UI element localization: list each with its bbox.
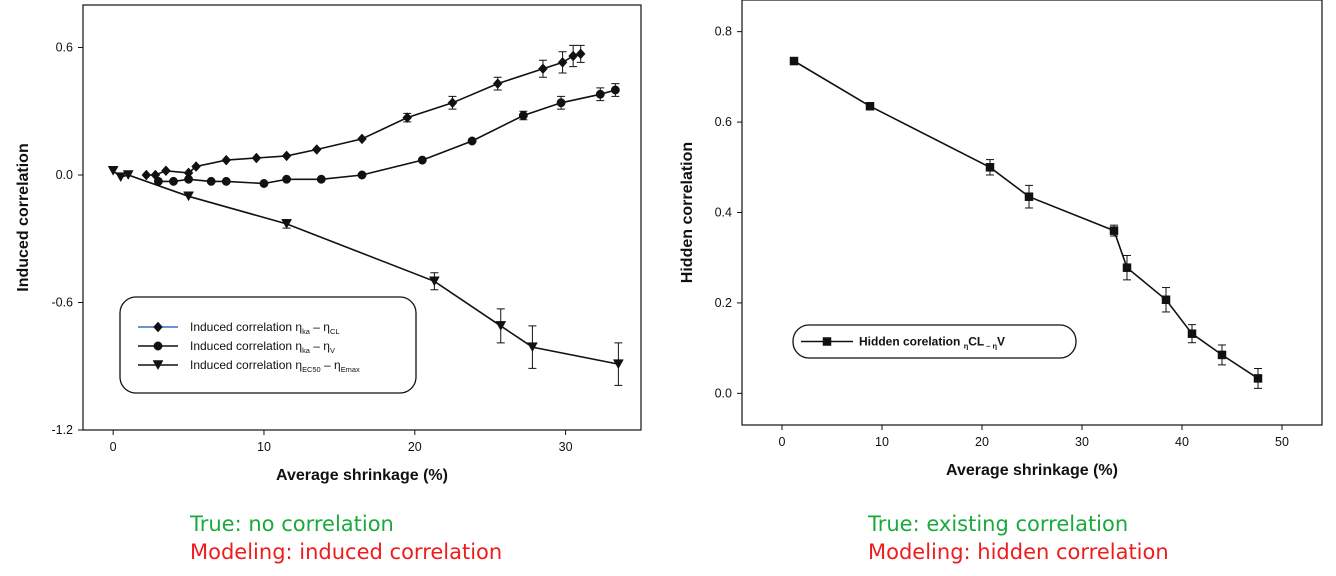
data-point xyxy=(538,63,548,75)
legend-marker xyxy=(822,337,832,346)
data-point xyxy=(169,176,178,186)
data-point xyxy=(115,172,127,183)
data-point xyxy=(357,170,367,180)
data-point xyxy=(610,85,620,95)
y-tick-label: -0.6 xyxy=(51,296,73,310)
data-point xyxy=(141,169,152,181)
x-tick-label: 20 xyxy=(408,440,422,454)
data-point xyxy=(1187,329,1197,338)
data-point xyxy=(595,89,605,99)
data-point xyxy=(107,166,119,176)
y-tick-label: 0.2 xyxy=(715,296,732,310)
legend: Hidden corelation ηCL – ηV xyxy=(792,324,1077,359)
x-tick-label: 20 xyxy=(975,435,989,449)
y-tick-label: 0.0 xyxy=(715,386,732,400)
x-tick-label: 40 xyxy=(1175,435,1189,449)
data-point xyxy=(556,98,566,108)
legend: Induced correlation ηka – ηCL Induced cor… xyxy=(119,296,417,394)
data-point xyxy=(161,165,171,177)
data-point xyxy=(357,133,367,145)
legend-label: Induced correlation ηka – ηV xyxy=(190,339,335,355)
legend-marker xyxy=(152,360,164,371)
series-line xyxy=(146,53,581,176)
y-axis-label: Hidden correlation xyxy=(679,142,696,283)
data-point xyxy=(428,276,440,287)
data-point xyxy=(221,154,232,166)
y-tick-label: 0.6 xyxy=(715,115,732,129)
caption-left-modeling: Modeling: induced correlation xyxy=(190,540,503,564)
data-point xyxy=(467,136,477,146)
data-point xyxy=(1217,350,1227,360)
x-tick-label: 10 xyxy=(257,440,271,454)
x-tick-label: 30 xyxy=(559,440,573,454)
data-point xyxy=(557,57,568,68)
data-point xyxy=(1024,192,1034,201)
data-point xyxy=(206,176,216,186)
chart-hidden-correlation: 0.0 0.2 0.4 0.6 0.8 0 10 20 30 40 50 Average shrink… xyxy=(679,0,1323,479)
data-point xyxy=(402,112,413,123)
y-tick-label: 0.6 xyxy=(56,41,73,55)
legend-box xyxy=(119,296,417,394)
data-point xyxy=(1161,295,1171,305)
legend-label: Induced correlation ηka – ηCL xyxy=(190,320,339,336)
legend-box xyxy=(792,324,1077,359)
data-point xyxy=(575,48,586,60)
data-point xyxy=(281,150,292,162)
data-point xyxy=(492,78,503,89)
x-tick-label: 50 xyxy=(1275,435,1289,449)
data-point xyxy=(282,174,292,184)
x-axis-label: Average shrinkage (%) xyxy=(946,462,1118,479)
data-point xyxy=(1109,226,1119,235)
caption-right-modeling: Modeling: hidden correlation xyxy=(868,540,1169,564)
data-point xyxy=(184,174,194,184)
data-point xyxy=(191,161,201,172)
legend-marker xyxy=(153,321,163,333)
data-point xyxy=(281,219,293,229)
x-tick-label: 30 xyxy=(1075,435,1089,449)
data-point xyxy=(447,97,458,109)
data-point xyxy=(568,50,578,62)
data-point xyxy=(259,179,269,188)
data-point xyxy=(251,152,262,164)
x-axis-label: Average shrinkage (%) xyxy=(276,467,448,484)
series-2 xyxy=(153,83,620,188)
y-axis-label: Induced correlation xyxy=(15,143,32,291)
legend-marker xyxy=(153,341,163,351)
series-1 xyxy=(141,44,586,181)
legend-label: Induced correlation ηEC50 – ηEmax xyxy=(190,358,360,374)
x-tick-label: 10 xyxy=(875,435,889,449)
x-tick-label: 0 xyxy=(110,440,117,454)
data-point xyxy=(865,102,875,111)
data-point xyxy=(526,342,538,353)
plot-frame xyxy=(741,0,1323,426)
data-point xyxy=(417,155,427,165)
data-point xyxy=(122,170,134,181)
y-tick-label: 0.0 xyxy=(56,168,73,182)
y-tick-label: -1.2 xyxy=(51,423,73,437)
data-point xyxy=(183,191,194,202)
legend-label: Hidden corelation ηCL – ηV xyxy=(859,335,1005,351)
data-point xyxy=(1253,374,1263,383)
plot-frame xyxy=(82,4,642,431)
data-point xyxy=(221,176,231,186)
series-1 xyxy=(789,56,1263,389)
caption-left-true: True: no correlation xyxy=(190,512,394,536)
data-point xyxy=(311,144,322,155)
data-point xyxy=(789,56,799,66)
data-point xyxy=(612,359,624,370)
series-line xyxy=(158,89,616,185)
data-point xyxy=(1122,263,1132,272)
series-3 xyxy=(107,166,624,386)
y-tick-label: 0.8 xyxy=(715,25,732,39)
data-point xyxy=(316,174,326,184)
chart-induced-correlation: -1.2 -0.6 0.0 0.6 0 10 20 30 Average shrinkage (… xyxy=(15,4,642,484)
data-point xyxy=(518,111,528,120)
data-point xyxy=(495,321,507,331)
series-line xyxy=(793,60,1259,380)
y-tick-label: 0.4 xyxy=(715,206,732,220)
x-tick-label: 0 xyxy=(779,435,786,449)
caption-right-true: True: existing correlation xyxy=(868,512,1129,536)
data-point xyxy=(985,163,995,172)
